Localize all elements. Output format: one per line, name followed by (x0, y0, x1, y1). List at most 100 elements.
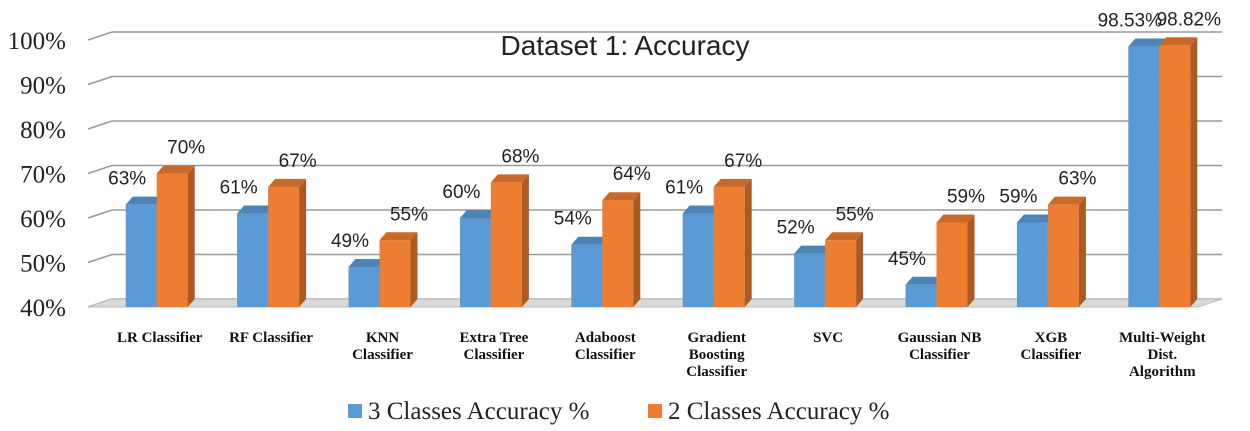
x-tick-label: Extra Tree Classifier (460, 330, 529, 363)
x-tick-label: SVC (813, 330, 843, 346)
legend: 3 Classes Accuracy % 2 Classes Accuracy % (348, 398, 889, 425)
x-tick-label: Gaussian NB Classifier (898, 330, 982, 363)
y-tick-label: 100% (8, 28, 66, 55)
bar-top (268, 178, 307, 187)
y-tick-label: 80% (20, 117, 66, 144)
legend-label: 3 Classes Accuracy % (368, 398, 589, 425)
bar-top (936, 214, 975, 223)
gridline-depth (87, 209, 113, 219)
bar (571, 244, 603, 307)
bar (1159, 45, 1191, 307)
bar-top (794, 245, 833, 254)
bar-top (682, 205, 721, 214)
y-tick-label: 70% (20, 162, 66, 189)
gridline-depth (87, 31, 113, 41)
data-label: 55% (390, 204, 428, 225)
data-label: 63% (1058, 169, 1096, 190)
y-axis-ticks: 40% 50% 60% 70% 80% 90% 100% (8, 28, 66, 322)
x-tick-label: Gradient Boosting Classifier (686, 330, 747, 380)
gridline-depth (87, 164, 113, 175)
bar (237, 213, 269, 307)
bar-top (237, 205, 276, 214)
data-label: 61% (665, 178, 703, 199)
bar-side (856, 232, 864, 307)
bar-top (125, 196, 164, 205)
bar (156, 173, 188, 307)
bar (936, 222, 968, 307)
x-tick-label: XGB Classifier (1020, 330, 1081, 363)
bar-side (1078, 196, 1086, 307)
bar-top (156, 165, 195, 174)
bar (905, 284, 937, 307)
bar-top (348, 258, 387, 267)
bar (825, 240, 857, 307)
legend-swatch (648, 404, 662, 418)
bar (602, 200, 634, 307)
x-tick-label: Adaboost Classifier (575, 330, 636, 363)
data-label: 64% (613, 164, 651, 185)
gridline-depth (87, 75, 113, 86)
data-label: 49% (331, 231, 369, 252)
x-tick-label: KNN Classifier (352, 330, 413, 363)
bar-top (1128, 38, 1167, 47)
y-tick-label: 40% (20, 295, 66, 322)
data-label: 45% (888, 249, 926, 270)
data-label: 55% (836, 204, 874, 225)
legend-swatch (348, 404, 362, 418)
data-label: 68% (501, 146, 539, 167)
bar-top (905, 276, 944, 285)
bar-side (744, 178, 752, 307)
bar-side (633, 192, 641, 307)
data-label: 63% (108, 169, 146, 190)
data-label: 61% (220, 178, 258, 199)
bar (268, 186, 300, 307)
bar (713, 186, 745, 307)
bar-top (459, 210, 498, 218)
bar-top (713, 178, 752, 187)
bar-side (521, 174, 529, 307)
data-label: 67% (724, 151, 762, 172)
y-tick-label: 60% (20, 206, 66, 233)
bar (794, 253, 826, 307)
bar-top (490, 174, 529, 183)
bar (125, 204, 157, 307)
gridline-depth (87, 120, 113, 130)
bar-side (410, 232, 418, 307)
bar-top (825, 232, 864, 241)
data-label: 70% (167, 138, 205, 159)
data-label: 59% (999, 186, 1037, 207)
data-label: 67% (279, 151, 317, 172)
bar-side (299, 178, 307, 307)
bar-top (602, 192, 641, 201)
bar (459, 218, 491, 307)
bar-side (967, 214, 975, 307)
data-label: 52% (777, 218, 815, 239)
bar-side (1190, 37, 1198, 307)
y-tick-label: 90% (20, 73, 66, 100)
bar-side (187, 165, 195, 307)
bar-top (1159, 37, 1198, 46)
data-label: 54% (554, 209, 592, 230)
x-tick-label: RF Classifier (229, 330, 313, 346)
bar-top (1047, 196, 1086, 205)
x-tick-label: Multi-Weight Dist. Algorithm (1119, 330, 1206, 380)
bar (379, 240, 411, 307)
bar (682, 213, 714, 307)
y-tick-label: 50% (20, 251, 66, 278)
data-label: 59% (947, 186, 985, 207)
chart-title: Dataset 1: Accuracy (500, 30, 749, 61)
bar (1047, 204, 1079, 307)
gridline-depth (87, 253, 113, 264)
bar-top (1016, 214, 1055, 223)
data-label: 98.82% (1157, 9, 1222, 30)
data-labels: 63% 70% 61% 67% 49% 55% 60% 68% 54% 64% 61% 67% 52% 5… (108, 9, 1221, 269)
data-label: 98.53% (1098, 11, 1163, 32)
data-label: 60% (442, 182, 480, 203)
category-labels: LR Classifier RF Classifier KNN Classifier E… (117, 330, 1206, 380)
bar (1016, 222, 1048, 307)
bar-top (379, 232, 418, 241)
bar (1128, 46, 1160, 307)
bar (490, 182, 522, 307)
bar (348, 266, 380, 307)
